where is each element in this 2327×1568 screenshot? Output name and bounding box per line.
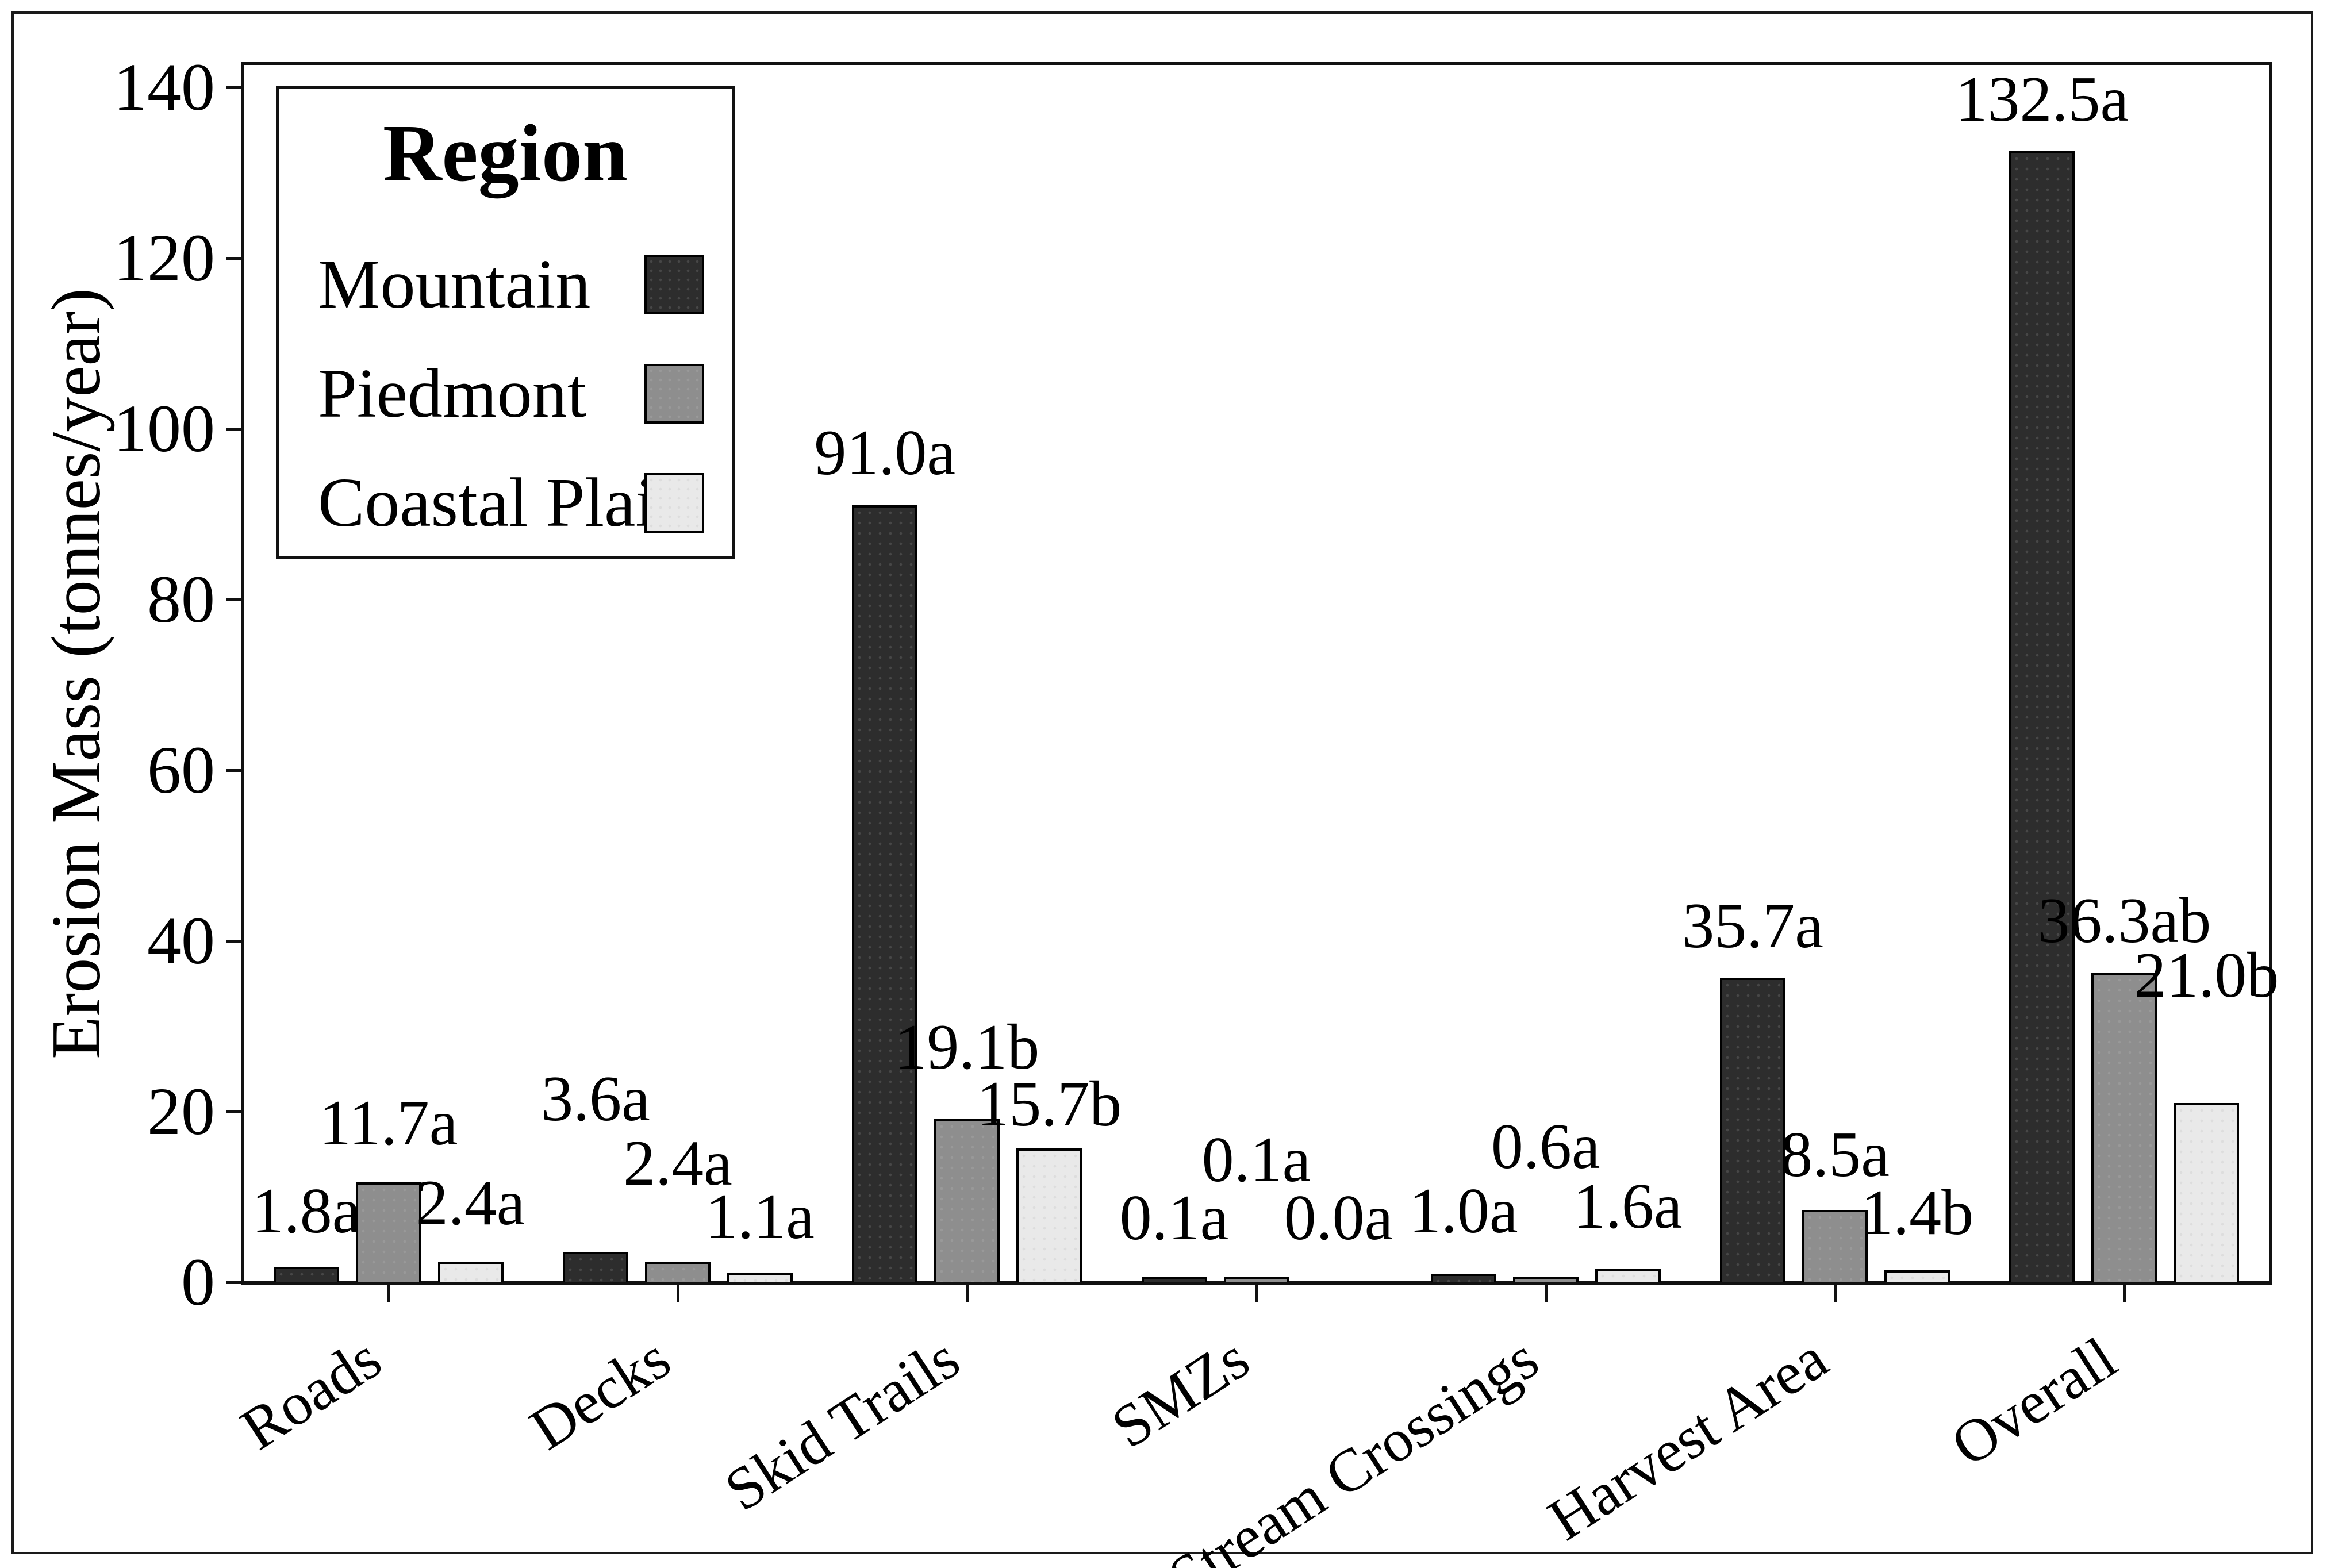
value-label-stream-crossings-mountain: 1.0a (1408, 1175, 1518, 1247)
y-tick-label-80: 80 (147, 561, 215, 637)
legend-item-mountain: Mountain (279, 241, 732, 328)
y-tick-label-60: 60 (147, 732, 215, 808)
y-tick-label-0: 0 (181, 1244, 215, 1320)
bar-skid-trails-mountain (852, 505, 918, 1282)
legend-label-mountain: Mountain (318, 245, 591, 323)
x-tick-decks (676, 1285, 679, 1302)
value-label-harvest-area-mountain: 35.7a (1682, 890, 1823, 962)
bar-smzs-piedmont (1223, 1277, 1289, 1282)
bar-harvest-area-piedmont (1802, 1209, 1868, 1282)
x-tick-stream-crossings (1544, 1285, 1548, 1302)
legend-swatch-coastal-plain (644, 473, 704, 533)
bar-decks-coastal-plain (727, 1273, 793, 1282)
bar-skid-trails-piedmont (934, 1119, 1000, 1282)
y-tick-20 (226, 1110, 244, 1113)
value-label-harvest-area-piedmont: 8.5a (1780, 1119, 1890, 1190)
x-tick-smzs (1255, 1285, 1258, 1302)
bar-smzs-mountain (1141, 1277, 1207, 1282)
value-label-decks-coastal-plain: 1.1a (705, 1181, 815, 1253)
y-tick-80 (226, 598, 244, 601)
legend-item-piedmont: Piedmont (279, 351, 732, 437)
y-tick-label-40: 40 (147, 902, 215, 978)
y-tick-100 (226, 427, 244, 431)
y-tick-140 (226, 86, 244, 89)
y-tick-label-20: 20 (147, 1073, 215, 1149)
bar-stream-crossings-piedmont (1512, 1277, 1579, 1282)
value-label-smzs-coastal-plain: 0.0a (1284, 1182, 1393, 1254)
y-tick-label-100: 100 (113, 390, 215, 466)
legend-box: Region Mountain Piedmont Coastal Plain (276, 86, 735, 559)
legend-swatch-piedmont (644, 364, 704, 424)
bar-roads-coastal-plain (437, 1262, 504, 1282)
value-label-roads-coastal-plain: 2.4a (416, 1167, 525, 1239)
x-tick-roads (387, 1285, 390, 1302)
value-label-overall-mountain: 132.5a (1955, 63, 2129, 135)
bar-overall-piedmont (2091, 972, 2157, 1282)
legend-label-coastal-plain: Coastal Plain (318, 464, 690, 541)
bar-harvest-area-mountain (1720, 977, 1786, 1282)
bar-roads-mountain (273, 1267, 339, 1282)
value-label-skid-trails-mountain: 91.0a (814, 417, 956, 489)
value-label-smzs-piedmont: 0.1a (1201, 1124, 1311, 1196)
x-tick-overall (2123, 1285, 2126, 1302)
legend-item-coastal-plain: Coastal Plain (279, 460, 732, 546)
value-label-smzs-mountain: 0.1a (1119, 1182, 1229, 1254)
bar-overall-mountain (2009, 151, 2075, 1282)
value-label-overall-coastal-plain: 21.0b (2134, 939, 2279, 1011)
value-label-skid-trails-coastal-plain: 15.7b (977, 1069, 1122, 1140)
value-label-stream-crossings-piedmont: 0.6a (1491, 1111, 1600, 1183)
y-tick-120 (226, 256, 244, 260)
value-label-roads-mountain: 1.8a (251, 1175, 361, 1247)
value-label-stream-crossings-coastal-plain: 1.6a (1573, 1171, 1683, 1243)
y-tick-60 (226, 768, 244, 772)
bar-stream-crossings-mountain (1430, 1274, 1496, 1282)
bar-roads-piedmont (355, 1182, 421, 1282)
legend-swatch-mountain (644, 255, 704, 314)
bar-stream-crossings-coastal-plain (1595, 1269, 1661, 1282)
x-axis-line (244, 1281, 2269, 1283)
bar-overall-coastal-plain (2174, 1103, 2240, 1282)
value-label-decks-mountain: 3.6a (541, 1063, 650, 1135)
y-tick-40 (226, 939, 244, 943)
y-tick-0 (226, 1281, 244, 1284)
legend-label-piedmont: Piedmont (318, 355, 587, 432)
bar-harvest-area-coastal-plain (1884, 1270, 1950, 1282)
value-label-decks-piedmont: 2.4a (623, 1127, 732, 1199)
y-tick-label-120: 120 (113, 220, 215, 295)
bar-decks-piedmont (644, 1262, 711, 1282)
value-label-skid-trails-piedmont: 19.1b (894, 1011, 1040, 1083)
value-label-overall-piedmont: 36.3ab (2037, 885, 2211, 956)
value-label-roads-piedmont: 11.7a (318, 1087, 458, 1159)
x-tick-harvest-area (1834, 1285, 1837, 1302)
bar-decks-mountain (562, 1251, 628, 1282)
bar-skid-trails-coastal-plain (1016, 1148, 1082, 1282)
x-tick-skid-trails (966, 1285, 969, 1302)
value-label-harvest-area-coastal-plain: 1.4b (1861, 1177, 1974, 1248)
legend-title: Region (383, 107, 628, 198)
y-tick-label-140: 140 (113, 49, 215, 125)
